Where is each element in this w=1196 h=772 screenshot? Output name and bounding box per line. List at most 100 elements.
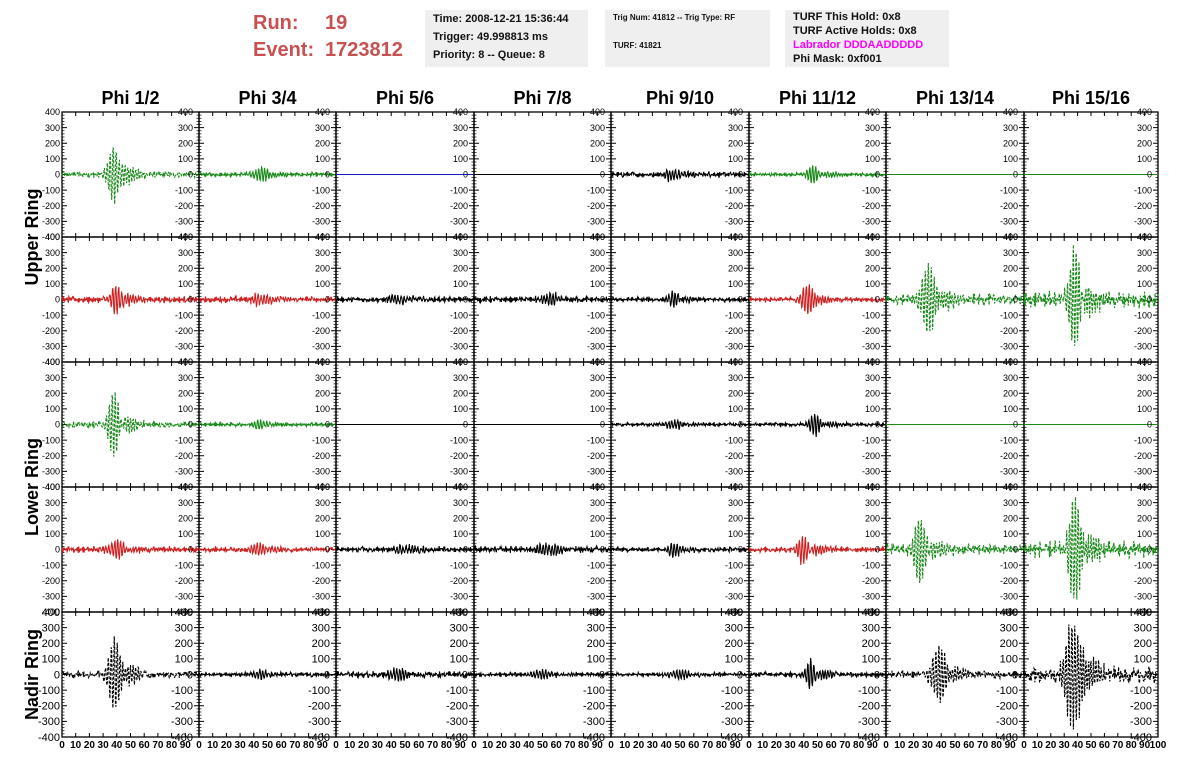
y-tick-label: 100 [728,154,743,164]
waveform-trace [748,165,887,184]
waveform-trace [748,413,887,438]
y-tick-label: -100 [1000,310,1018,320]
y-tick-label: 400 [45,482,60,492]
y-tick-label: -300 [587,342,605,352]
y-tick-label: 200 [865,138,880,148]
y-tick-label: -300 [858,716,880,728]
y-tick-label: 100 [865,529,880,539]
y-tick-label: 300 [865,498,880,508]
y-tick-label: -200 [175,576,193,586]
x-tick-label: 60 [139,740,151,751]
y-tick-label: 0 [55,295,60,305]
y-tick-label: 200 [315,513,330,523]
y-tick-label: 200 [728,388,743,398]
waveform-trace [198,292,337,308]
y-tick-label: 300 [590,123,605,133]
waveform-trace [1023,244,1159,346]
x-tick-label: 40 [936,740,948,751]
y-tick-label: 0 [738,420,743,430]
y-tick-label: 200 [590,138,605,148]
y-tick-label: 100 [315,154,330,164]
x-tick-label: 100 [1150,740,1167,751]
turf-info-box: TURF This Hold: 0x8 TURF Active Holds: 0… [785,10,949,67]
y-tick-label: -100 [175,560,193,570]
x-tick-label: 30 [98,740,110,751]
y-tick-label: -400 [42,232,60,242]
y-tick-label: 400 [175,607,193,619]
x-tick-label: 50 [812,740,824,751]
x-tick-label: 50 [1085,740,1097,751]
y-tick-label: -300 [42,217,60,227]
x-tick-label: 90 [1005,740,1017,751]
y-tick-label: -400 [996,732,1018,744]
y-tick-label: -100 [312,310,330,320]
x-tick-label: 40 [248,740,260,751]
y-tick-label: 200 [865,263,880,273]
turf-hold-text: TURF This Hold: 0x8 [793,11,901,23]
y-tick-label: 100 [725,654,743,666]
y-tick-label: -100 [308,685,330,697]
x-tick-label: 70 [702,740,714,751]
x-tick-label: 40 [661,740,673,751]
y-tick-label: -400 [446,732,468,744]
y-tick-label: -100 [862,435,880,445]
y-tick-label: 400 [865,107,880,117]
y-tick-label: -300 [583,716,605,728]
y-tick-label: -200 [1130,701,1152,713]
y-tick-label: 300 [178,373,193,383]
y-tick-label: 0 [54,669,60,681]
y-tick-label: 200 [315,263,330,273]
y-tick-label: -200 [450,576,468,586]
y-tick-label: -100 [446,685,468,697]
x-tick-label: 20 [496,740,508,751]
y-tick-label: -300 [38,716,60,728]
y-tick-label: 0 [1147,295,1152,305]
trig-num-text: Trig Num: 41812 -- Trig Type: RF [613,13,736,22]
y-tick-label: 300 [45,123,60,133]
y-tick-label: -300 [450,217,468,227]
y-tick-label: 100 [728,529,743,539]
y-tick-label: 400 [728,482,743,492]
x-tick-label: 50 [674,740,686,751]
y-tick-label: -100 [450,560,468,570]
x-tick-label: 80 [578,740,590,751]
y-tick-label: -300 [312,342,330,352]
y-tick-label: -200 [1000,201,1018,211]
waveform-trace [610,290,750,308]
y-tick-label: 0 [1147,545,1152,555]
y-tick-label: 300 [865,123,880,133]
y-tick-label: 200 [175,638,193,650]
x-tick-label: 70 [427,740,439,751]
y-tick-label: 200 [315,138,330,148]
y-tick-label: 200 [725,638,743,650]
y-tick-label: 400 [178,232,193,242]
x-tick-label: 0 [196,740,202,751]
y-tick-label: 300 [45,498,60,508]
y-tick-label: 0 [188,170,193,180]
y-tick-label: 300 [590,498,605,508]
column-header: Phi 15/16 [1052,88,1130,108]
y-tick-label: -200 [862,576,880,586]
ring-label: Upper Ring [22,189,42,286]
x-tick-label: 0 [1021,740,1027,751]
y-tick-label: 300 [728,373,743,383]
x-tick-label: 10 [619,740,631,751]
x-tick-label: 60 [826,740,838,751]
trig-info-box: Trig Num: 41812 -- Trig Type: RF TURF: 4… [605,10,770,67]
y-tick-label: -300 [1130,716,1152,728]
y-tick-label: 400 [178,107,193,117]
y-tick-label: 200 [1003,388,1018,398]
y-tick-label: 400 [1003,232,1018,242]
waveform-trace [335,667,475,682]
waveform-trace [198,668,337,681]
waveform-trace [610,418,750,430]
x-tick-label: 70 [564,740,576,751]
x-tick-label: 30 [235,740,247,751]
waveform-trace [61,147,200,205]
y-tick-label: -100 [725,185,743,195]
y-tick-label: 200 [1137,388,1152,398]
y-tick-label: 200 [862,638,880,650]
y-tick-label: 400 [1137,357,1152,367]
y-tick-label: -400 [308,732,330,744]
y-tick-label: -200 [450,326,468,336]
